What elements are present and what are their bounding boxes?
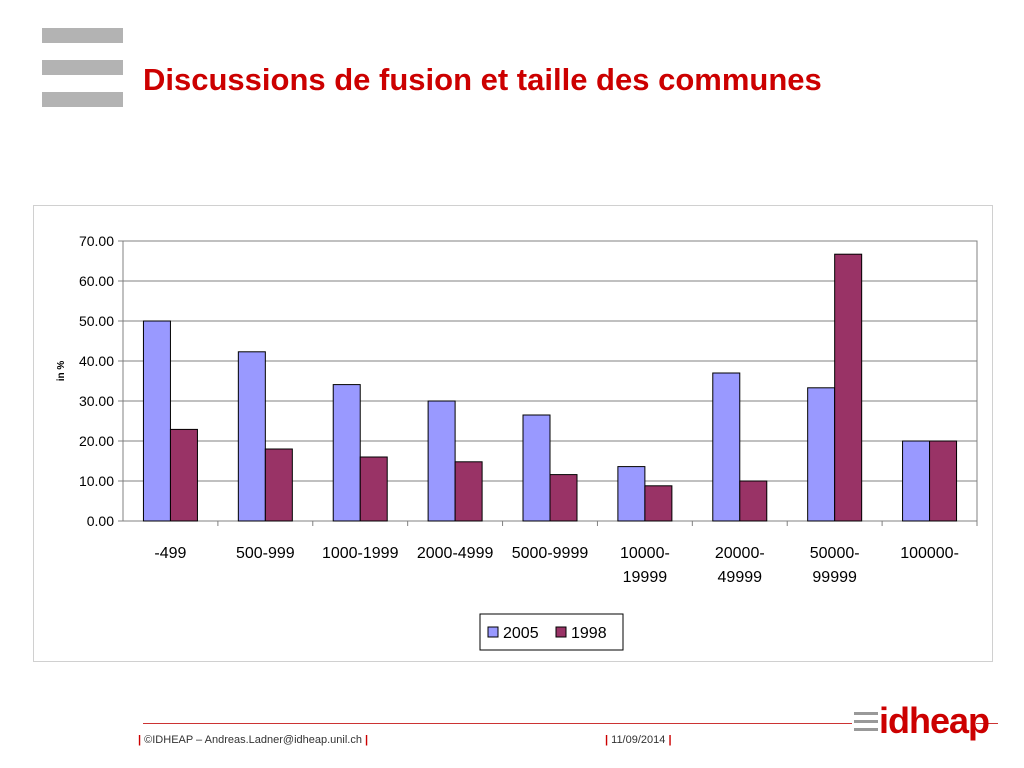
hamburger-menu-icon bbox=[42, 28, 123, 108]
x-tick-label: 2000-4999 bbox=[417, 545, 494, 562]
bar-1998 bbox=[454, 461, 483, 522]
x-tick-label: 50000- bbox=[810, 545, 860, 562]
logo-wordmark: idheap bbox=[879, 700, 990, 741]
bar-1998 bbox=[834, 253, 863, 522]
x-tick-label: 19999 bbox=[623, 569, 668, 586]
x-tick-label: -499 bbox=[154, 545, 186, 562]
x-tick-label: 5000-9999 bbox=[512, 545, 589, 562]
bar-1998 bbox=[359, 456, 388, 522]
footer-date-text: 11/09/2014 bbox=[611, 734, 666, 746]
chart-container: 0.00 10.00 20.00 30.00 40.00 50.00 60.00 70.00 i… bbox=[33, 205, 993, 662]
legend-label: 2005 bbox=[503, 625, 539, 642]
bar-2005 bbox=[427, 400, 456, 522]
y-tick-label: 70.00 bbox=[79, 233, 114, 249]
bar-chart: 0.00 10.00 20.00 30.00 40.00 50.00 60.00 70.00 i… bbox=[56, 233, 978, 651]
y-tick-label: 30.00 bbox=[79, 393, 114, 409]
x-tick-label: 1000-1999 bbox=[322, 545, 399, 562]
bar-1998 bbox=[929, 440, 958, 522]
bar-1998 bbox=[549, 474, 578, 522]
footer-separator: | bbox=[365, 734, 369, 746]
bar-1998 bbox=[264, 448, 293, 522]
footer-separator: | bbox=[138, 734, 142, 746]
x-tick-label: 100000- bbox=[900, 545, 959, 562]
bar-2005 bbox=[712, 372, 741, 522]
legend-swatch-2005 bbox=[487, 626, 499, 638]
bar-2005 bbox=[237, 351, 266, 522]
bar-1998 bbox=[739, 480, 768, 522]
y-tick-label: 10.00 bbox=[79, 473, 114, 489]
y-tick-label: 20.00 bbox=[79, 433, 114, 449]
legend-box bbox=[479, 613, 624, 651]
slide-title: Discussions de fusion et taille des comm… bbox=[143, 62, 822, 97]
footer-date: | 11/09/2014 | bbox=[605, 734, 672, 746]
x-tick-label: 49999 bbox=[718, 569, 763, 586]
y-tick-label: 0.00 bbox=[87, 513, 114, 529]
legend-label: 1998 bbox=[571, 625, 607, 642]
y-axis-label: in % bbox=[56, 361, 67, 382]
bar-2005 bbox=[522, 414, 551, 522]
bar-2005 bbox=[902, 440, 931, 522]
bar-1998 bbox=[169, 428, 198, 522]
x-tick-label: 20000- bbox=[715, 545, 765, 562]
footer-separator: | bbox=[668, 734, 672, 746]
footer-credit-text: ©IDHEAP – Andreas.Ladner@idheap.unil.ch bbox=[144, 734, 362, 746]
footer-separator: | bbox=[605, 734, 609, 746]
bar-2005 bbox=[142, 320, 171, 522]
y-tick-label: 50.00 bbox=[79, 313, 114, 329]
bar-2005 bbox=[332, 384, 361, 522]
bar-1998 bbox=[644, 485, 673, 522]
x-tick-label: 99999 bbox=[812, 569, 857, 586]
y-tick-label: 40.00 bbox=[79, 353, 114, 369]
footer-divider bbox=[143, 723, 998, 724]
x-tick-label: 500-999 bbox=[236, 545, 295, 562]
footer-credit: | ©IDHEAP – Andreas.Ladner@idheap.unil.c… bbox=[138, 734, 368, 746]
bar-2005 bbox=[617, 466, 646, 522]
legend-swatch-1998 bbox=[555, 626, 567, 638]
idheap-logo: idheap bbox=[852, 700, 990, 744]
logo-lines-icon bbox=[854, 712, 878, 732]
bar-2005 bbox=[807, 387, 836, 522]
x-tick-label: 10000- bbox=[620, 545, 670, 562]
y-tick-label: 60.00 bbox=[79, 273, 114, 289]
